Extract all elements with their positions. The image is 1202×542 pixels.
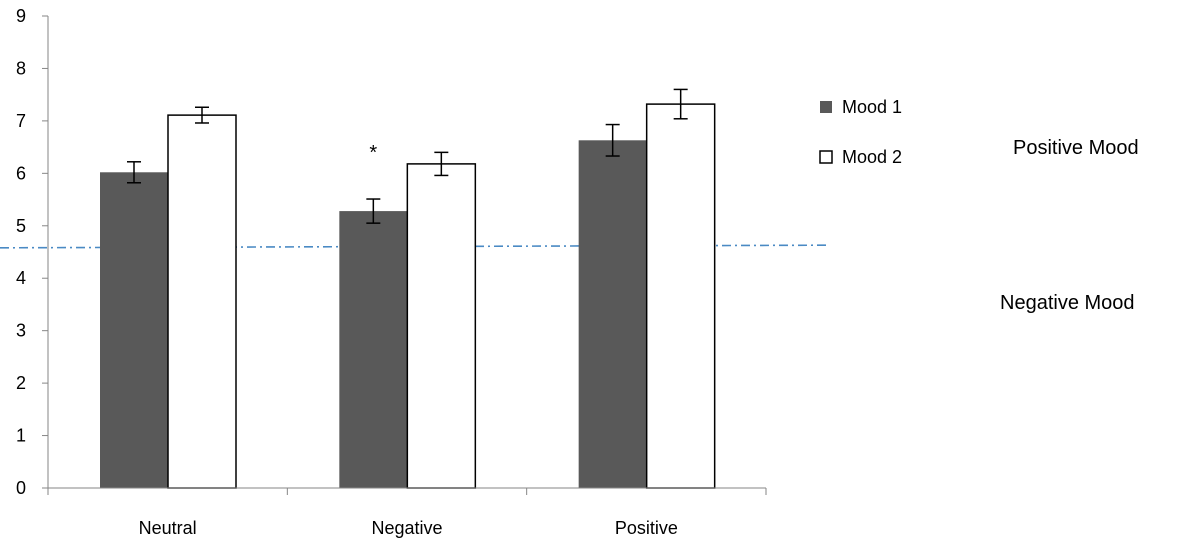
- y-tick-label: 4: [16, 268, 26, 288]
- legend-swatch: [820, 101, 832, 113]
- side-label-upper: Positive Mood: [1013, 137, 1139, 159]
- x-tick-label: Positive: [615, 518, 678, 538]
- y-tick-label: 2: [16, 373, 26, 393]
- bar: [645, 103, 716, 489]
- legend-swatch: [819, 150, 833, 164]
- legend-label: Mood 1: [842, 97, 902, 117]
- bar: [406, 163, 477, 489]
- y-tick-label: 9: [16, 6, 26, 26]
- y-tick-label: 3: [16, 321, 26, 341]
- side-label-lower: Negative Mood: [1000, 292, 1135, 314]
- bar: [100, 172, 168, 489]
- bar: [578, 140, 647, 488]
- x-tick-label: Neutral: [139, 518, 197, 538]
- bar: [339, 211, 408, 489]
- y-tick-label: 5: [16, 216, 26, 236]
- y-tick-label: 6: [16, 163, 26, 183]
- significance-asterisk: *: [369, 142, 377, 164]
- y-tick-label: 8: [16, 58, 26, 78]
- legend-label: Mood 2: [842, 147, 902, 167]
- y-tick-label: 7: [16, 111, 26, 131]
- x-tick-label: Negative: [371, 518, 442, 538]
- y-tick-label: 0: [16, 478, 26, 498]
- bar: [167, 114, 237, 489]
- y-tick-label: 1: [16, 426, 26, 446]
